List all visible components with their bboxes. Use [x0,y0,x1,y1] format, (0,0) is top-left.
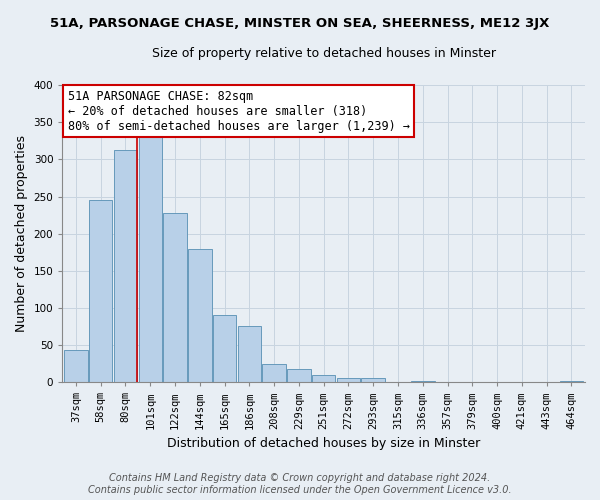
Title: Size of property relative to detached houses in Minster: Size of property relative to detached ho… [152,48,496,60]
Bar [139,134,162,382]
Bar [213,316,236,382]
Bar [337,378,360,382]
Bar [287,369,311,382]
Bar [361,378,385,382]
Bar [114,150,137,382]
Bar [312,376,335,382]
Bar [560,380,583,382]
Bar [262,364,286,382]
Bar [188,250,212,382]
Text: Contains HM Land Registry data © Crown copyright and database right 2024.
Contai: Contains HM Land Registry data © Crown c… [88,474,512,495]
Bar [238,326,261,382]
Bar [89,200,112,382]
Text: 51A PARSONAGE CHASE: 82sqm
← 20% of detached houses are smaller (318)
80% of sem: 51A PARSONAGE CHASE: 82sqm ← 20% of deta… [68,90,410,132]
Text: 51A, PARSONAGE CHASE, MINSTER ON SEA, SHEERNESS, ME12 3JX: 51A, PARSONAGE CHASE, MINSTER ON SEA, SH… [50,18,550,30]
Y-axis label: Number of detached properties: Number of detached properties [15,135,28,332]
Bar [163,213,187,382]
Bar [64,350,88,382]
Bar [411,380,434,382]
X-axis label: Distribution of detached houses by size in Minster: Distribution of detached houses by size … [167,437,480,450]
